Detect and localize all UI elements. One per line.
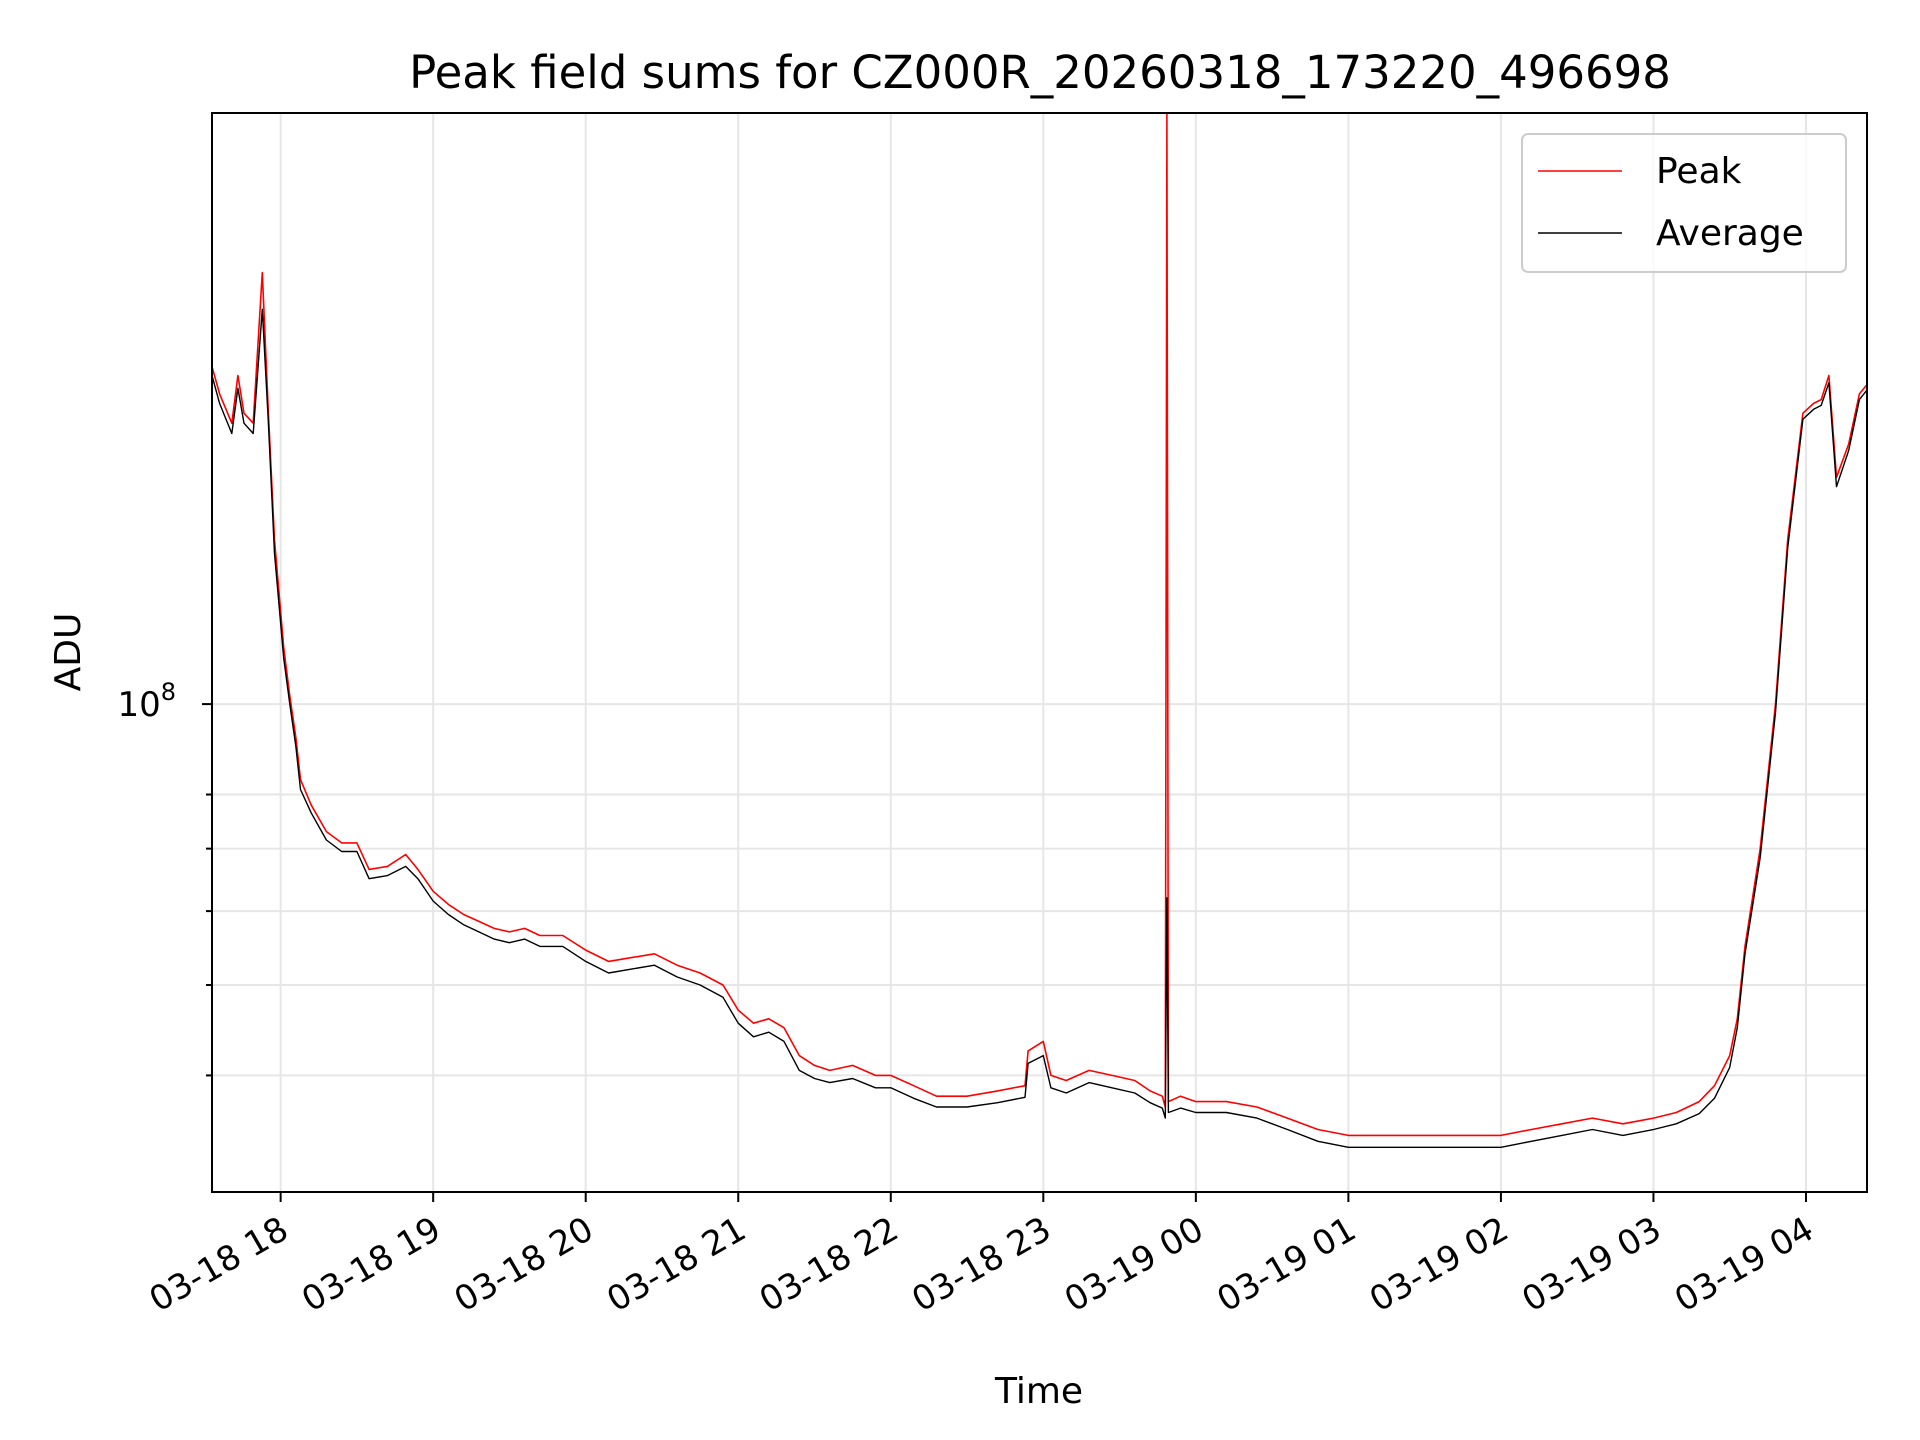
series-line-peak [211,112,1868,1137]
legend-label-peak: Peak [1656,151,1742,192]
y-axis-label: ADU [48,613,89,692]
legend-label-average: Average [1656,213,1804,254]
y-gridlines [212,703,1867,1077]
x-axis-label: Time [994,1371,1083,1412]
y-tick-exponent: 8 [161,678,176,706]
plot-frame [211,112,1868,1193]
series-line-average [211,308,1868,1148]
legend-box [1521,133,1847,273]
legend: Peak Average [1521,133,1847,273]
plot-area [212,113,1867,1192]
chart-title: Peak field sums for CZ000R_20260318_1732… [409,46,1671,99]
x-gridlines [279,113,1807,1192]
series-layer [211,112,1868,1148]
